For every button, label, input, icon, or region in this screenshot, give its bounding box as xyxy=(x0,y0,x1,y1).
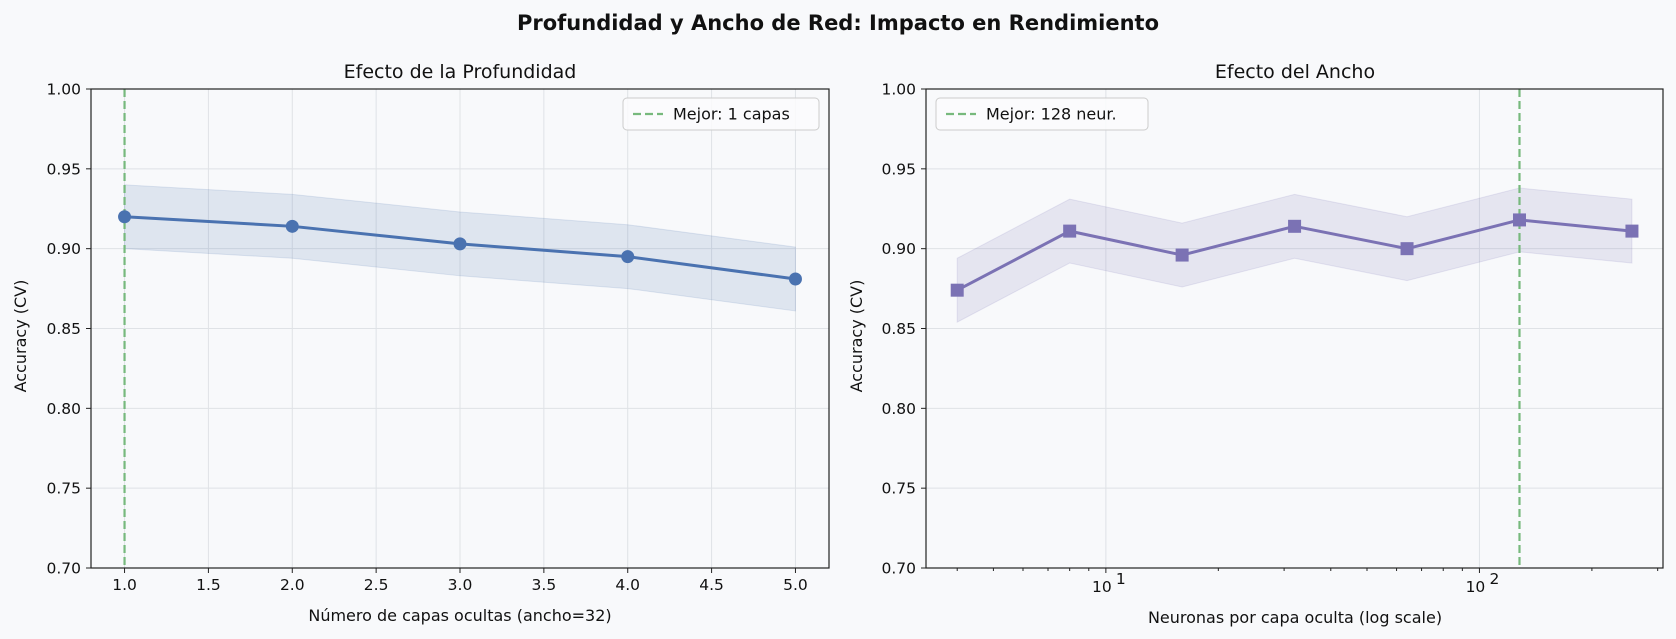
chart-width-ytick-label: 0.95 xyxy=(881,160,916,178)
chart-width-data-point xyxy=(1400,242,1414,256)
chart-width-ylabel: Accuracy (CV) xyxy=(847,280,866,393)
chart-width-legend: Mejor: 128 neur. xyxy=(935,97,1149,131)
chart-width-series-band xyxy=(956,187,1633,323)
figure-title: Profundidad y Ancho de Red: Impacto en R… xyxy=(517,11,1159,35)
chart-width-data-point xyxy=(1175,248,1189,262)
chart-width-ytick-label: 1.00 xyxy=(881,81,916,99)
chart-depth-data-point xyxy=(788,272,802,286)
chart-depth-title: Efecto de la Profundidad xyxy=(344,61,577,83)
chart-depth-ytick-label: 1.00 xyxy=(46,81,81,99)
chart-width-xtick-exponent: 2 xyxy=(1489,570,1499,588)
chart-width-data-point xyxy=(1063,224,1077,238)
chart-width-xlabel: Neuronas por capa oculta (log scale) xyxy=(1148,608,1442,627)
chart-depth-legend-box xyxy=(622,97,820,131)
chart-depth-ytick-label: 0.90 xyxy=(46,240,81,258)
chart-depth-xtick-label: 3.5 xyxy=(532,576,557,594)
chart-depth-ytick-label: 0.85 xyxy=(46,320,81,338)
chart-depth-ytick-label: 0.95 xyxy=(46,160,81,178)
chart-depth-xlabel: Número de capas ocultas (ancho=32) xyxy=(308,606,611,625)
chart-width-ytick-label: 0.85 xyxy=(881,320,916,338)
chart-width-data-point xyxy=(1512,213,1526,227)
chart-depth-xtick-label: 3.0 xyxy=(448,576,473,594)
chart-depth-legend: Mejor: 1 capas xyxy=(622,97,820,131)
chart-width-xtick-label: 10 xyxy=(1092,578,1112,596)
chart-depth-data-point xyxy=(453,237,467,251)
chart-depth-xtick-label: 4.0 xyxy=(615,576,640,594)
chart-depth-ylabel: Accuracy (CV) xyxy=(11,280,30,393)
chart-depth-data-point xyxy=(285,219,299,233)
chart-width-legend-box xyxy=(935,97,1149,131)
chart-depth-data-point xyxy=(118,210,132,224)
chart-depth-xtick-label: 2.5 xyxy=(364,576,389,594)
chart-depth-data-point xyxy=(621,250,635,264)
chart-width-ytick-label: 0.90 xyxy=(881,240,916,258)
chart-depth-ytick-label: 0.80 xyxy=(46,400,81,418)
chart-width-ytick-label: 0.70 xyxy=(881,560,916,578)
chart-depth: Efecto de la Profundidad Número de capas… xyxy=(11,61,830,625)
chart-depth-ytick-label: 0.75 xyxy=(46,480,81,498)
chart-width-xtick-label: 10 xyxy=(1466,578,1486,596)
chart-width: Efecto del Ancho Neuronas por capa ocult… xyxy=(847,61,1664,627)
chart-width-ytick-label: 0.80 xyxy=(881,400,916,418)
chart-width-xtick-exponent: 1 xyxy=(1116,570,1126,588)
chart-width-title: Efecto del Ancho xyxy=(1215,61,1375,83)
chart-depth-xtick-label: 2.0 xyxy=(280,576,305,594)
chart-width-ytick-label: 0.75 xyxy=(881,480,916,498)
chart-depth-xtick-label: 1.5 xyxy=(196,576,221,594)
chart-width-legend-label: Mejor: 128 neur. xyxy=(986,105,1117,124)
chart-width-data-point xyxy=(1288,219,1302,233)
chart-depth-xtick-label: 5.0 xyxy=(783,576,808,594)
chart-depth-ytick-label: 0.70 xyxy=(46,560,81,578)
chart-width-data-point xyxy=(1625,224,1639,238)
chart-depth-legend-label: Mejor: 1 capas xyxy=(673,105,790,124)
chart-depth-xtick-label: 1.0 xyxy=(112,576,137,594)
chart-width-data-point xyxy=(950,283,964,297)
chart-depth-xtick-label: 4.5 xyxy=(699,576,724,594)
